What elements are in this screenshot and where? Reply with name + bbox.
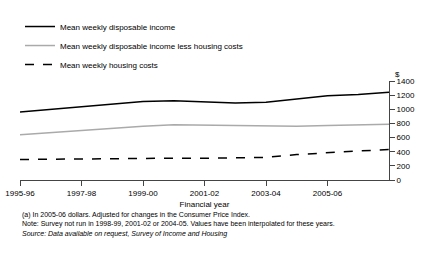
svg-text:600: 600 bbox=[397, 133, 411, 142]
svg-text:Note: Survey not run in 1998-9: Note: Survey not run in 1998-99, 2001-02… bbox=[22, 220, 335, 228]
svg-text:2001-02: 2001-02 bbox=[190, 189, 220, 198]
svg-text:2003-04: 2003-04 bbox=[251, 189, 281, 198]
svg-text:800: 800 bbox=[397, 119, 411, 128]
svg-text:1995-96: 1995-96 bbox=[5, 189, 35, 198]
svg-text:Mean weekly disposable income: Mean weekly disposable income less housi… bbox=[60, 42, 243, 51]
svg-text:$: $ bbox=[395, 70, 400, 79]
svg-text:200: 200 bbox=[397, 162, 411, 171]
svg-text:1999-00: 1999-00 bbox=[128, 189, 158, 198]
svg-text:2005-06: 2005-06 bbox=[313, 189, 343, 198]
svg-text:400: 400 bbox=[397, 148, 411, 157]
svg-text:Financial year: Financial year bbox=[180, 200, 230, 209]
svg-text:Mean weekly housing costs: Mean weekly housing costs bbox=[60, 61, 158, 70]
svg-text:1997-98: 1997-98 bbox=[67, 189, 97, 198]
svg-text:(a) In 2005-06 dollars. Adjust: (a) In 2005-06 dollars. Adjusted for cha… bbox=[22, 211, 250, 219]
svg-text:1200: 1200 bbox=[397, 91, 415, 100]
svg-text:0: 0 bbox=[397, 176, 402, 185]
svg-text:Mean weekly disposable income: Mean weekly disposable income bbox=[60, 23, 176, 32]
svg-text:1400: 1400 bbox=[397, 77, 415, 86]
svg-text:Source: Data available on requ: Source: Data available on request, Surve… bbox=[22, 230, 227, 238]
svg-text:1000: 1000 bbox=[397, 105, 415, 114]
